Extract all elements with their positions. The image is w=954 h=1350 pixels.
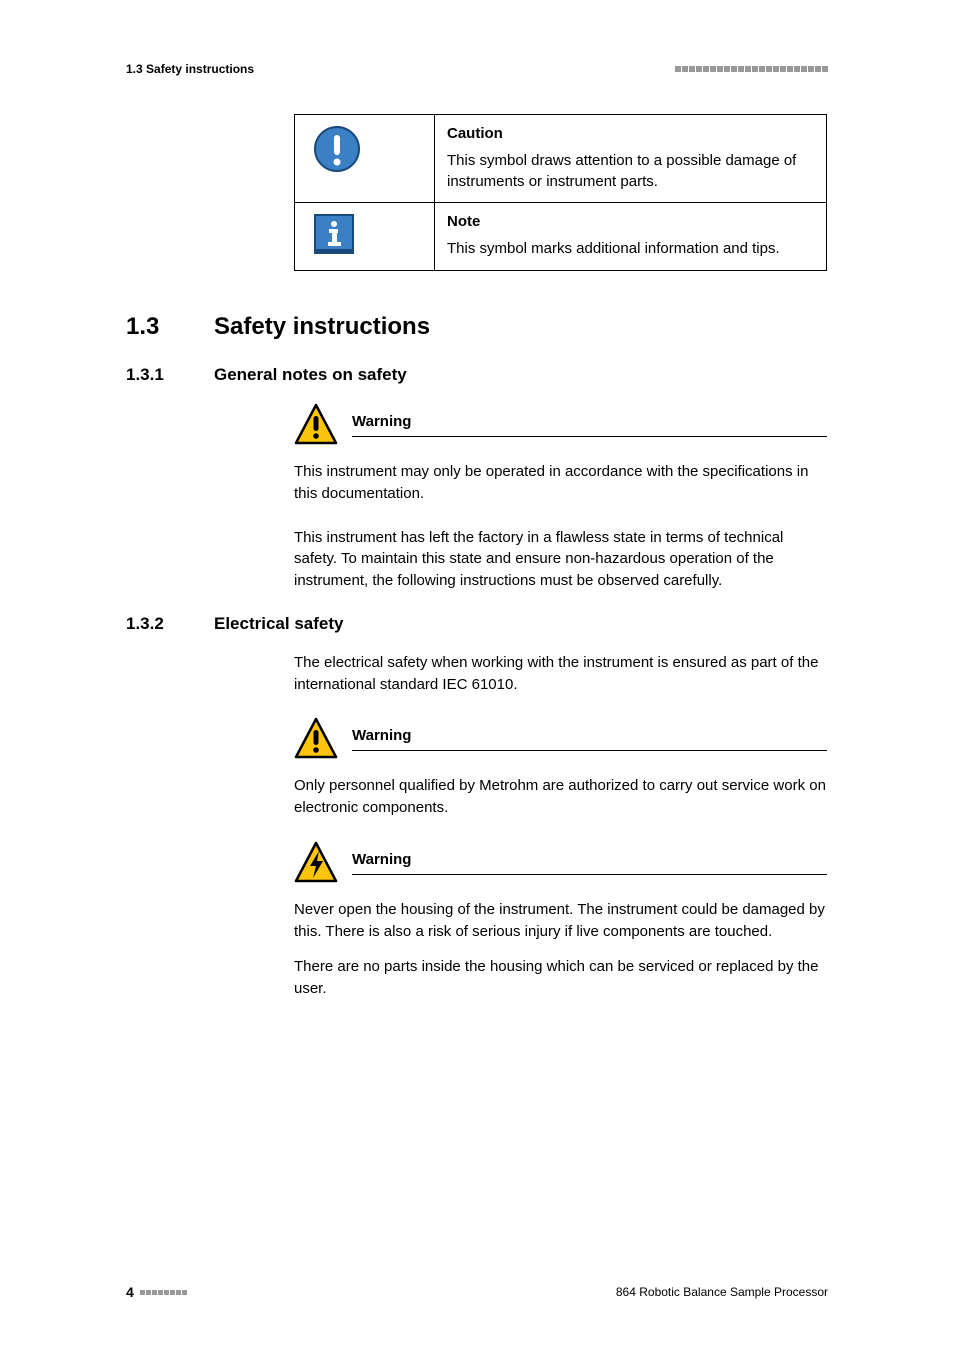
warning-block-electrical: Warning Never open the housing of the in… [294,841,827,1000]
body-text-1-3-2-intro: The electrical safety when working with … [294,652,827,696]
section-num: 1.3.2 [126,614,214,634]
warning-label: Warning [352,727,827,744]
page-footer: 4 864 Robotic Balance Sample Processor [126,1284,828,1300]
body-text-1-3-1: This instrument has left the factory in … [294,527,827,592]
section-title: Safety instructions [214,313,430,340]
header-section-ref: 1.3 Safety instructions [126,62,254,76]
section-num: 1.3 [126,313,214,341]
info-square-icon [313,213,355,255]
warning-block-qualified: Warning Only personnel qualified by Metr… [294,717,827,819]
note-title: Note [447,213,814,230]
section-num: 1.3.1 [126,365,214,385]
warning-label: Warning [352,413,827,430]
section-title: General notes on safety [214,365,407,384]
note-text-cell: Note This symbol marks additional inform… [435,203,827,271]
footer-decoration [140,1290,187,1295]
note-desc: This symbol marks additional information… [447,238,814,259]
caution-circle-icon [313,125,361,173]
warning-triangle-icon [294,403,338,447]
page-header: 1.3 Safety instructions [126,62,828,76]
page-number: 4 [126,1284,134,1300]
warning-block-general: Warning This instrument may only be oper… [294,403,827,505]
section-heading-1-3-1: 1.3.1General notes on safety [126,365,828,385]
section-heading-1-3: 1.3Safety instructions [126,313,828,341]
caution-icon-cell [295,115,435,203]
header-decoration [675,66,828,72]
caution-desc: This symbol draws attention to a possibl… [447,150,814,192]
caution-title: Caution [447,125,814,142]
warning-text: There are no parts inside the housing wh… [294,956,827,1000]
table-row: Caution This symbol draws attention to a… [295,115,827,203]
warning-text: This instrument may only be operated in … [294,461,827,505]
warning-text: Only personnel qualified by Metrohm are … [294,775,827,819]
section-heading-1-3-2: 1.3.2Electrical safety [126,614,828,634]
warning-text: Never open the housing of the instrument… [294,899,827,943]
section-title: Electrical safety [214,614,343,633]
footer-doc-title: 864 Robotic Balance Sample Processor [616,1285,828,1299]
warning-triangle-icon [294,717,338,761]
table-row: Note This symbol marks additional inform… [295,203,827,271]
caution-text-cell: Caution This symbol draws attention to a… [435,115,827,203]
warning-label: Warning [352,851,827,868]
symbol-table: Caution This symbol draws attention to a… [294,114,827,271]
warning-electrical-icon [294,841,338,885]
note-icon-cell [295,203,435,271]
